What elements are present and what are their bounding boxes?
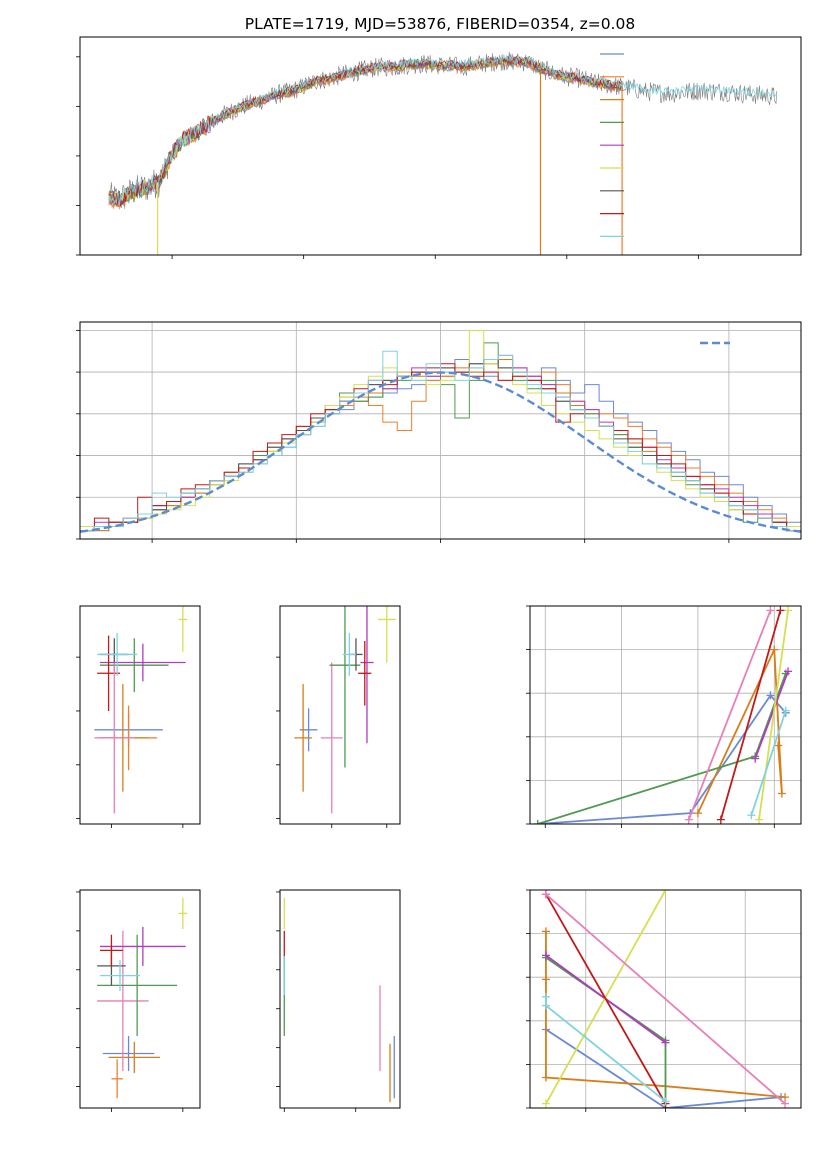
- weight-marker: [533, 820, 542, 824]
- weight-marker: [774, 741, 783, 750]
- weight-marker: [784, 606, 793, 615]
- weight-line: [537, 693, 787, 824]
- plot-area-age_vs_Z: [94, 606, 188, 814]
- weight-marker: [541, 951, 550, 960]
- weight-line: [719, 610, 782, 820]
- axes-weight_vs_age: [526, 605, 802, 828]
- weight-line: [758, 610, 789, 820]
- axes-age_vs_mass: [276, 605, 401, 828]
- weight-marker: [751, 754, 760, 763]
- weight-marker: [541, 992, 550, 1001]
- axes-frame: [79, 889, 201, 1109]
- weight-marker: [716, 815, 725, 824]
- weight-marker: [781, 1099, 790, 1108]
- weight-marker: [755, 815, 764, 824]
- weight-marker: [541, 975, 550, 984]
- axes-residuals: [76, 321, 802, 543]
- weight-line: [750, 710, 787, 816]
- weight-marker: [661, 1038, 670, 1047]
- plot-area-weight_vs_Z: [541, 890, 790, 1108]
- axes-frame: [279, 605, 401, 825]
- axes-frame: [79, 36, 802, 256]
- weight-marker: [747, 811, 756, 820]
- plot-area-residuals: [80, 329, 801, 533]
- axes-frame: [529, 605, 802, 825]
- figure-title: PLATE=1719, MJD=53876, FIBERID=0354, z=0…: [245, 15, 635, 33]
- weight-marker: [684, 815, 693, 824]
- weight-line: [545, 893, 786, 1105]
- weight-marker: [541, 1099, 550, 1108]
- weight-line: [697, 649, 783, 814]
- plot-area-mass_vs_Z: [97, 897, 188, 1099]
- weight-marker: [777, 789, 786, 798]
- plots: [76, 36, 802, 1112]
- weight-line: [754, 671, 789, 759]
- axes-mass_vs_Z: [76, 889, 201, 1112]
- normal-pdf-curve: [80, 371, 801, 533]
- axes-mass_vs_ebv: [276, 889, 401, 1112]
- weight-marker: [766, 606, 775, 615]
- weight-marker: [781, 706, 790, 715]
- weight-line: [545, 890, 667, 1105]
- spectrum-model-line: [108, 54, 778, 206]
- axes-age_vs_Z: [76, 605, 201, 828]
- weight-marker: [776, 606, 785, 615]
- weight-marker: [541, 927, 550, 936]
- plot-area-spectrum: [108, 51, 778, 255]
- weight-marker: [766, 691, 775, 700]
- weight-marker: [661, 1097, 670, 1106]
- weight-marker: [541, 1001, 550, 1010]
- axes-frame: [279, 889, 401, 1109]
- weight-marker: [541, 890, 550, 899]
- plot-area-age_vs_mass: [294, 606, 396, 814]
- weight-marker: [784, 667, 793, 676]
- histogram-step: [80, 329, 801, 527]
- weight-marker: [661, 890, 670, 894]
- weight-marker: [541, 1073, 550, 1082]
- axes-spectrum: [76, 36, 802, 259]
- weight-line: [545, 1028, 782, 1108]
- plot-area-mass_vs_ebv: [283, 897, 395, 1103]
- weight-marker: [770, 645, 779, 654]
- weight-line: [545, 893, 667, 1105]
- axes-weight_vs_Z: [526, 889, 802, 1112]
- weight-marker: [693, 809, 702, 818]
- plot-area-weight_vs_age: [533, 606, 793, 824]
- weight-line: [687, 610, 772, 820]
- spectrum-legend: [600, 53, 624, 237]
- axes-frame: [79, 605, 201, 825]
